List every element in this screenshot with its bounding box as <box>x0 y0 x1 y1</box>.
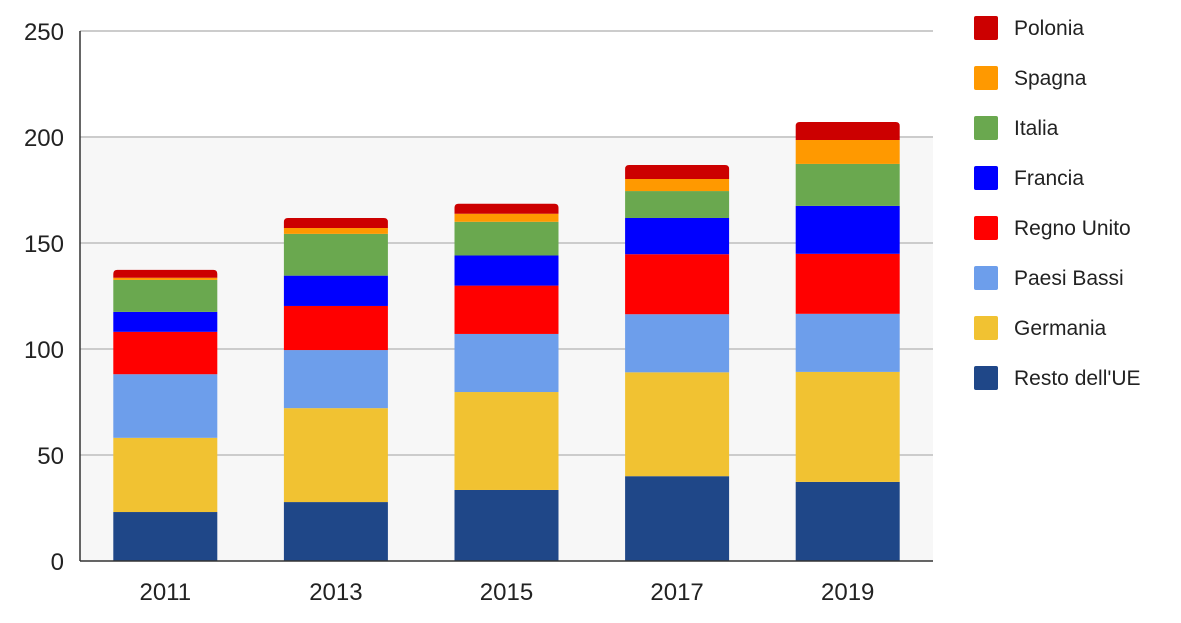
legend-swatch <box>974 116 998 140</box>
legend-label: Polonia <box>1014 17 1084 40</box>
legend-swatch <box>974 366 998 390</box>
bar-segment <box>625 372 730 477</box>
y-tick-label: 100 <box>24 337 64 364</box>
bar-segment <box>454 221 559 256</box>
bar-segment <box>113 331 218 375</box>
bar-segment <box>113 512 218 561</box>
bar-segment <box>113 269 218 278</box>
x-tick-label: 2011 <box>139 579 191 606</box>
y-tick-label: 50 <box>37 443 64 470</box>
legend-label: Spagna <box>1014 67 1087 90</box>
y-tick-label: 150 <box>24 231 64 258</box>
bar-segment <box>454 489 559 561</box>
bar-segment <box>283 408 388 503</box>
bar-segment <box>795 163 900 206</box>
legend-label: Paesi Bassi <box>1014 267 1124 290</box>
legend-swatch <box>974 166 998 190</box>
x-tick-label: 2019 <box>821 579 874 606</box>
bar-segment <box>454 333 559 393</box>
bar-segment <box>795 481 900 561</box>
bar-segment <box>795 371 900 482</box>
bar-segment <box>625 476 730 561</box>
bar-segment <box>625 178 730 192</box>
legend-swatch <box>974 266 998 290</box>
legend-label: Francia <box>1014 167 1084 190</box>
bar-segment <box>283 502 388 561</box>
bar-segment <box>625 254 730 315</box>
bar-segment <box>113 311 218 332</box>
bar-segment <box>113 374 218 438</box>
bar-segment <box>625 314 730 373</box>
bar-segment <box>454 213 559 222</box>
legend-label: Italia <box>1014 117 1059 140</box>
bar-segment <box>283 350 388 409</box>
bar-segment <box>625 191 730 218</box>
x-tick-label: 2017 <box>650 579 703 606</box>
x-tick-label: 2015 <box>480 579 533 606</box>
y-tick-label: 200 <box>24 125 64 152</box>
bar-segment <box>113 277 218 280</box>
bar-segment <box>283 305 388 351</box>
bar-segment <box>283 217 388 228</box>
bar-segment <box>625 217 730 255</box>
bar-segment <box>454 285 559 334</box>
bar-segment <box>795 253 900 314</box>
bar-segment <box>454 392 559 490</box>
x-tick-label: 2013 <box>309 579 362 606</box>
legend-swatch <box>974 216 998 240</box>
bar-segment <box>795 313 900 372</box>
legend-label: Regno Unito <box>1014 217 1131 240</box>
legend-label: Germania <box>1014 317 1107 340</box>
y-tick-label: 0 <box>51 549 64 576</box>
bar-segment <box>625 164 730 179</box>
legend-label: Resto dell'UE <box>1014 367 1141 390</box>
bar-segment <box>113 279 218 312</box>
bar-segment <box>283 233 388 276</box>
legend-swatch <box>974 316 998 340</box>
bar-segment <box>795 121 900 140</box>
legend-swatch <box>974 16 998 40</box>
bar-segment <box>795 205 900 254</box>
bar-segment <box>283 227 388 234</box>
bar-segment <box>454 203 559 214</box>
bar-segment <box>113 437 218 513</box>
bar-segment <box>283 275 388 306</box>
bar-segment <box>795 139 900 164</box>
y-tick-label: 250 <box>24 19 64 46</box>
legend-swatch <box>974 66 998 90</box>
bar-segment <box>454 255 559 286</box>
